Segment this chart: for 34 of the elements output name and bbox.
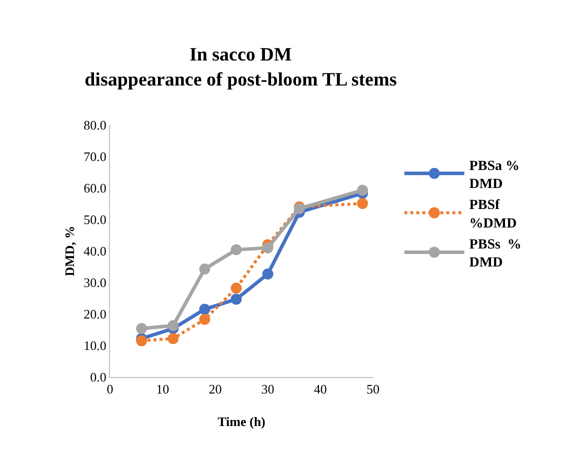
- x-tick-label: 0: [106, 382, 114, 397]
- y-tick-label: 60.0: [84, 180, 106, 196]
- point: [168, 333, 179, 344]
- point: [262, 268, 274, 280]
- point: [199, 314, 210, 325]
- point: [356, 184, 368, 196]
- y-tick-label: 30.0: [84, 275, 106, 290]
- y-tick-label: 20.0: [84, 306, 106, 322]
- point: [199, 304, 210, 315]
- y-tick-label: 80.0: [84, 118, 106, 133]
- chart-title: In sacco DM disappearance of post-bloom TL stems: [84, 44, 397, 90]
- y-tick-label: 50.0: [84, 212, 106, 228]
- x-axis-title: Time (h): [218, 414, 266, 429]
- x-tick-label: 40: [314, 382, 327, 397]
- x-tick-label: 50: [366, 382, 380, 397]
- y-tick-label: 70.0: [84, 149, 106, 164]
- y-tick-label: 0.0: [90, 370, 106, 385]
- point: [230, 294, 242, 305]
- y-tick-label: 10.0: [84, 338, 106, 354]
- point: [356, 198, 368, 209]
- x-tick-label: 20: [208, 382, 222, 397]
- point: [230, 282, 242, 294]
- legend-label: PBSs % DMD: [469, 238, 522, 271]
- point: [168, 320, 179, 332]
- x-tick-label: 30: [261, 382, 274, 397]
- point: [136, 322, 148, 334]
- legend-label: PBSf %DMD: [469, 198, 517, 232]
- point: [262, 242, 274, 254]
- y-tick-label: 40.0: [84, 244, 106, 259]
- legend-label: PBSa % DMD: [469, 158, 520, 192]
- x-tick-label: 10: [156, 382, 170, 397]
- point: [230, 244, 242, 256]
- point: [199, 263, 210, 274]
- y-axis-title: DMD, %: [62, 226, 77, 276]
